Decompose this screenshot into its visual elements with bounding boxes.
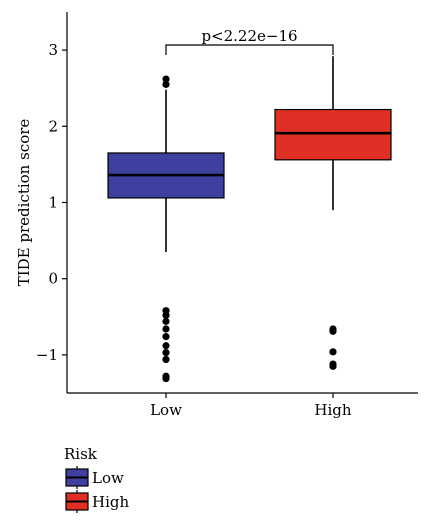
outlier-point	[162, 374, 170, 383]
outlier-point	[162, 75, 170, 83]
axes: −1 0 1 2 3 TIDE prediction score Low High	[15, 12, 418, 419]
outlier-point	[162, 311, 170, 319]
x-tick-label: High	[314, 401, 351, 419]
y-tick-label: 0	[48, 270, 58, 288]
legend-title: Risk	[64, 445, 98, 463]
boxes	[107, 56, 392, 383]
outlier-point	[329, 327, 337, 335]
outlier-point	[162, 355, 170, 364]
box-low	[107, 75, 225, 383]
significance-bracket	[165, 44, 334, 55]
outlier-point	[162, 349, 170, 357]
significance-annotation: p<2.22e−16	[165, 27, 334, 55]
box-high	[274, 56, 392, 370]
y-tick-label: 1	[48, 194, 58, 212]
outlier-point	[162, 342, 170, 350]
y-tick-label: 2	[48, 117, 58, 135]
legend-item-label: Low	[92, 469, 124, 487]
box-rect	[274, 108, 392, 161]
legend-item-high: High	[65, 490, 129, 513]
y-tick-label: −1	[36, 346, 58, 364]
y-tick-label: 3	[48, 41, 58, 59]
legend: Risk Low High	[64, 445, 129, 513]
y-axis-title: TIDE prediction score	[15, 119, 33, 287]
outlier-point	[162, 333, 170, 341]
p-value-label: p<2.22e−16	[201, 27, 297, 45]
x-tick-label: Low	[150, 401, 182, 419]
legend-item-label: High	[92, 493, 129, 511]
legend-item-low: Low	[65, 466, 124, 489]
outlier-point	[162, 317, 170, 325]
outlier-point	[329, 348, 337, 356]
outlier-point	[162, 325, 170, 333]
outlier-point	[329, 362, 337, 370]
outlier-point	[162, 80, 170, 88]
